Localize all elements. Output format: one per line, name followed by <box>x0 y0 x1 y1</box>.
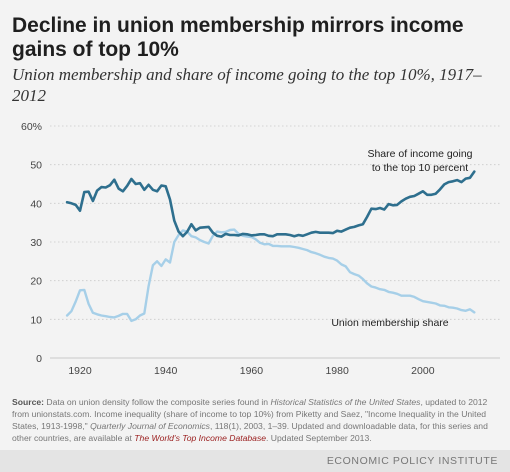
source-note: Source: Data on union density follow the… <box>12 396 500 444</box>
y-tick-label-40: 40 <box>30 198 42 210</box>
database-link[interactable]: The World's Top Income Database <box>134 433 267 443</box>
income-share-label-line-1: Share of income going <box>367 148 472 160</box>
x-tick-label-1960: 1960 <box>240 365 264 377</box>
x-axis-tick-labels: 1920 1940 1960 1980 2000 <box>68 365 434 377</box>
source-text-4: . Updated September 2013. <box>266 433 372 443</box>
source-hist-stats: Historical Statistics of the United Stat… <box>270 397 421 407</box>
source-text-2: , updated to 2012 from unionstats.com. I… <box>12 397 488 431</box>
y-tick-label-10: 10 <box>30 314 42 326</box>
organization-name: ECONOMIC POLICY INSTITUTE <box>326 455 498 467</box>
income-share-label: Share of income going to the top 10 perce… <box>367 148 472 174</box>
source-text-3: , 118(1), 2003, 1–39. Updated and downlo… <box>12 421 488 443</box>
series-labels: Share of income going to the top 10 perce… <box>331 148 472 329</box>
y-tick-label-30: 30 <box>30 237 42 249</box>
footer-bar <box>0 450 510 472</box>
chart-subtitle: Union membership and share of income goi… <box>12 65 482 105</box>
y-tick-label-60: 60% <box>21 121 42 133</box>
top-10-income-share-line <box>65 170 476 238</box>
series-lines <box>65 170 476 323</box>
x-tick-label-1920: 1920 <box>68 365 92 377</box>
y-tick-label-20: 20 <box>30 276 42 288</box>
source-journal: Quarterly Journal of Economics <box>90 421 210 431</box>
y-tick-label-50: 50 <box>30 160 42 172</box>
income-share-label-line-2: to the top 10 percent <box>372 162 468 174</box>
x-tick-label-1980: 1980 <box>325 365 349 377</box>
source-text-1: Data on union density follow the composi… <box>46 397 269 407</box>
x-tick-label-2000: 2000 <box>411 365 435 377</box>
union-membership-line <box>65 228 476 323</box>
chart-title: Decline in union membership mirrors inco… <box>12 14 464 61</box>
grid-lines <box>50 125 500 359</box>
y-axis-tick-labels: 0 10 20 30 40 50 60% <box>21 121 42 365</box>
source-label: Source: <box>12 397 44 407</box>
union-membership-label: Union membership share <box>331 317 448 329</box>
line-chart: 0 10 20 30 40 50 60% 1920 1940 1960 1980 2000 Shar… <box>21 121 500 377</box>
x-tick-label-1940: 1940 <box>154 365 178 377</box>
y-tick-label-0: 0 <box>36 353 42 365</box>
